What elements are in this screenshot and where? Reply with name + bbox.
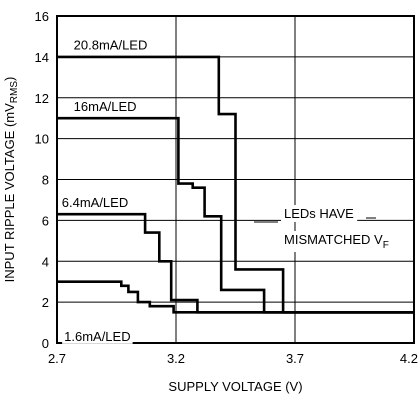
series-label-background bbox=[59, 194, 131, 210]
series-label: 16mA/LED bbox=[74, 99, 137, 114]
y-axis-title: INPUT RIPPLE VOLTAGE (mVRMS) bbox=[2, 77, 20, 283]
series-labels: 20.8mA/LED 16mA/LED 6.4mA/LED 1.6mA/LED bbox=[59, 37, 376, 344]
y-tick-label: 0 bbox=[42, 336, 49, 351]
y-tick-label: 12 bbox=[35, 91, 49, 106]
annotation-line1: LEDs HAVE bbox=[284, 206, 354, 221]
series-lines bbox=[57, 55, 414, 314]
plot-frame bbox=[56, 15, 415, 344]
axis-ticks: 0 2 4 6 8 10 12 14 16 2.7 3.2 3.7 4.2 bbox=[35, 9, 418, 366]
y-axis-title-text: INPUT RIPPLE VOLTAGE (mV bbox=[2, 103, 17, 282]
series-line bbox=[57, 212, 414, 314]
annotation-background bbox=[281, 205, 358, 222]
series-label-background bbox=[62, 328, 133, 344]
series-line bbox=[57, 55, 414, 314]
series-label: 6.4mA/LED bbox=[62, 195, 128, 210]
annotation-line2-subscript: F bbox=[383, 240, 389, 251]
x-axis-title: SUPPLY VOLTAGE (V) bbox=[168, 379, 302, 394]
annotation-background bbox=[281, 231, 392, 252]
y-tick-label: 10 bbox=[35, 132, 49, 147]
series-label-background bbox=[71, 98, 139, 114]
series-line bbox=[57, 116, 414, 314]
series-label-background bbox=[71, 37, 150, 53]
x-tick-label: 2.7 bbox=[48, 351, 66, 366]
annotation-line2-text: MISMATCHED V bbox=[284, 232, 383, 247]
y-axis-title-suffix: ) bbox=[2, 77, 17, 81]
y-tick-label: 6 bbox=[42, 213, 49, 228]
series-line bbox=[57, 280, 414, 314]
y-tick-label: 2 bbox=[42, 295, 49, 310]
y-tick-label: 8 bbox=[42, 173, 49, 188]
annotation-line2: MISMATCHED VF bbox=[284, 232, 389, 251]
series-label: 1.6mA/LED bbox=[64, 329, 130, 344]
x-tick-label: 3.7 bbox=[286, 351, 304, 366]
y-tick-label: 4 bbox=[42, 254, 49, 269]
y-tick-label: 14 bbox=[35, 50, 49, 65]
y-tick-label: 16 bbox=[35, 9, 49, 24]
x-tick-label: 3.2 bbox=[167, 351, 185, 366]
series-label: 20.8mA/LED bbox=[74, 38, 148, 53]
y-axis-title-subscript: RMS bbox=[9, 81, 20, 104]
x-tick-label: 4.2 bbox=[400, 351, 418, 366]
